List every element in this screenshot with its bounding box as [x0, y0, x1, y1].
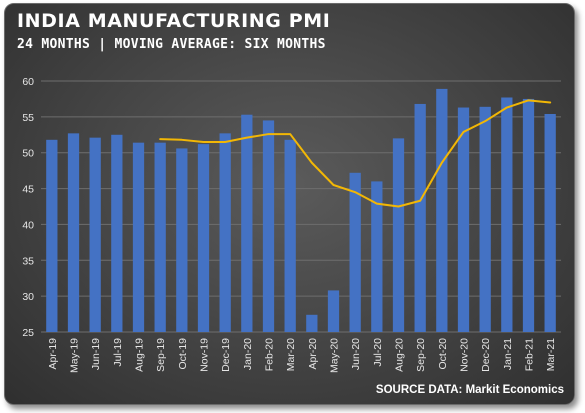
bar: [176, 148, 188, 332]
bar: [436, 88, 448, 332]
bar: [284, 139, 296, 332]
x-tick-label: Apr-19: [47, 338, 59, 370]
chart-card: INDIA MANUFACTURING PMI 24 MONTHS | MOVI…: [4, 3, 575, 405]
bar: [479, 106, 491, 332]
y-tick-label: 30: [22, 291, 34, 303]
x-tick-label: Sep-19: [155, 338, 167, 372]
x-tick-label: Mar-21: [545, 338, 557, 371]
y-tick-label: 50: [22, 148, 34, 160]
pmi-chart: 25 30 35 40 45 50 55 60 Apr-19 May-19 Jun-19 Jul-19…: [22, 76, 561, 373]
x-tick-label: Nov-19: [199, 338, 211, 372]
bar: [262, 120, 275, 332]
bar: [414, 103, 426, 332]
bar: [522, 98, 535, 333]
x-tick-label: Jun-19: [90, 338, 102, 370]
x-tick-label: Aug-20: [394, 338, 406, 372]
bar: [46, 139, 58, 332]
chart-subtitle: 24 MONTHS | MOVING AVERAGE: SIX MONTHS: [17, 37, 326, 52]
y-tick-label: 40: [22, 219, 34, 231]
x-tick-label: Mar-20: [285, 338, 297, 371]
bar: [132, 142, 145, 332]
y-tick-label: 35: [22, 255, 34, 267]
x-tick-label: Oct-19: [177, 338, 189, 370]
x-tick-label: Jan-21: [502, 338, 514, 370]
bar: [327, 290, 340, 332]
x-tick-label: Dec-20: [480, 338, 492, 372]
bar: [349, 172, 361, 332]
y-tick-label: 60: [22, 76, 34, 88]
x-tick-label: Jun-20: [350, 338, 362, 370]
bar: [241, 114, 253, 333]
x-tick-label: Jan-20: [242, 338, 254, 370]
x-tick-label: May-20: [329, 338, 341, 373]
x-tick-label: Feb-20: [264, 338, 276, 371]
bar: [544, 113, 556, 333]
x-tick-label: Aug-19: [134, 338, 146, 372]
bar: [197, 144, 210, 332]
bar: [501, 97, 513, 333]
x-tick-label: Feb-21: [524, 338, 536, 371]
moving-average-line: [159, 99, 552, 208]
y-tick-label: 45: [22, 184, 34, 196]
bar: [457, 107, 470, 332]
x-tick-label: Oct-20: [437, 338, 449, 370]
bar: [219, 133, 231, 332]
bar: [306, 314, 318, 332]
bar: [111, 134, 123, 332]
x-tick-label: Sep-20: [415, 338, 427, 372]
chart-title: INDIA MANUFACTURING PMI: [17, 10, 331, 32]
x-tick-label: Jul-19: [112, 338, 124, 367]
x-tick-label: Nov-20: [459, 338, 471, 372]
y-tick-label: 55: [22, 112, 34, 124]
bar: [89, 137, 101, 332]
bar: [154, 142, 166, 332]
x-tick-label: May-19: [69, 338, 81, 373]
x-tick-label: Dec-19: [220, 338, 232, 372]
x-tick-label: Apr-20: [307, 338, 319, 370]
bar: [371, 181, 383, 332]
y-tick-label: 25: [22, 327, 34, 339]
bar: [392, 138, 405, 332]
x-tick-label: Jul-20: [372, 338, 384, 367]
bar: [67, 133, 80, 332]
source-note: SOURCE DATA: Markit Economics: [375, 384, 564, 396]
